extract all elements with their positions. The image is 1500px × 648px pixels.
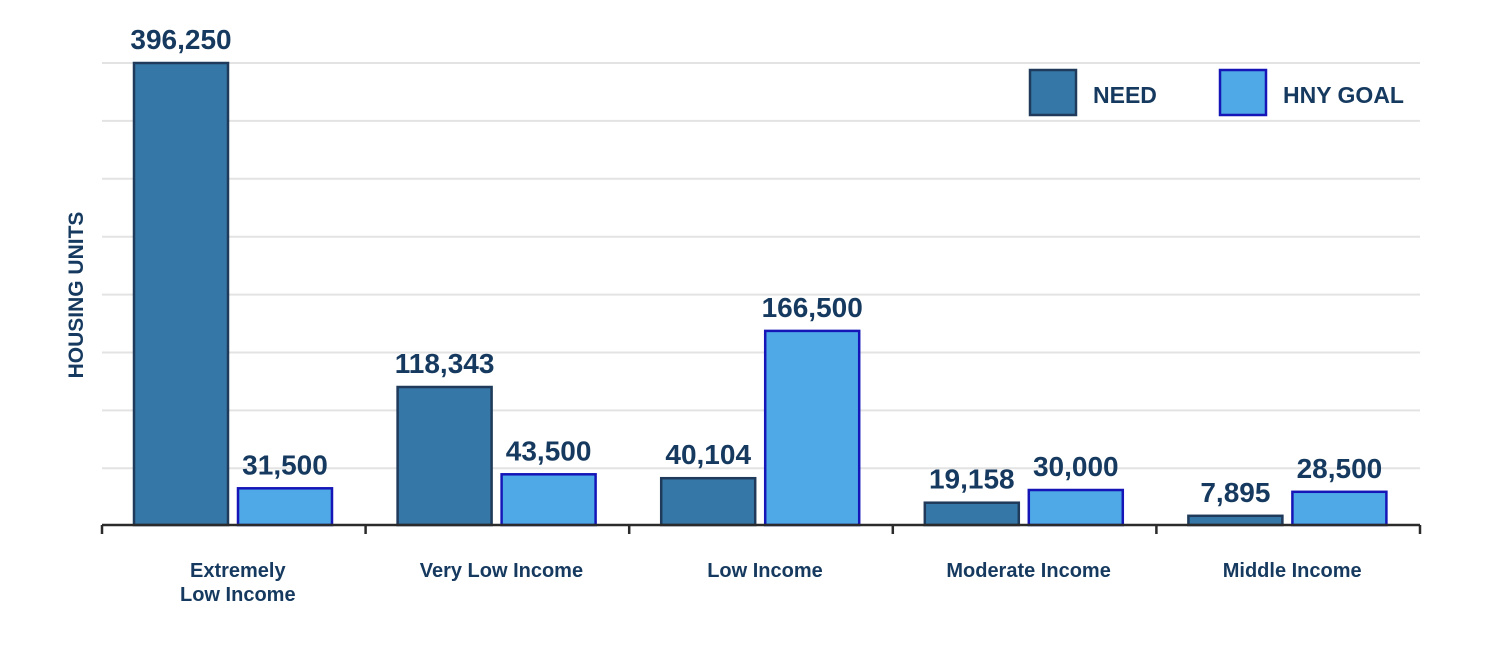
bar-hny-goal [1291, 490, 1388, 527]
bar-need [1187, 514, 1284, 527]
legend-label: NEED [1093, 82, 1157, 108]
value-label: 30,000 [1033, 451, 1119, 482]
legend-swatch [1218, 68, 1268, 117]
bar-hny-goal [500, 473, 597, 527]
bar-hny-goal [763, 329, 861, 527]
bar-need [659, 476, 757, 527]
bar-need [132, 61, 230, 527]
x-axis [100, 523, 1422, 534]
bar-need [396, 385, 493, 527]
legend-label: HNY GOAL [1283, 82, 1404, 108]
category-label-line: Low Income [180, 584, 296, 606]
category-label: Low Income [707, 560, 823, 582]
category-label: Middle Income [1223, 560, 1362, 582]
category-label: Moderate Income [946, 560, 1110, 582]
legend-swatch [1028, 68, 1078, 117]
value-label: 28,500 [1297, 453, 1383, 484]
value-label: 43,500 [506, 435, 592, 466]
y-axis-label: HOUSING UNITS [65, 212, 88, 379]
gridlines [102, 62, 1420, 470]
value-label: 19,158 [929, 464, 1015, 495]
value-labels: 396,250 31,500 118,343 43,500 40,104 166,500 1… [130, 24, 1382, 508]
category-label-line: Extremely [190, 560, 286, 582]
category-label-line: Low Income [707, 560, 823, 582]
value-label: 396,250 [130, 24, 231, 55]
category-label: Extremely Low Income [180, 560, 296, 606]
bar-hny-goal [1027, 488, 1125, 527]
category-label-line: Moderate Income [946, 560, 1110, 582]
bars [132, 61, 1388, 527]
category-label-line: Middle Income [1223, 560, 1362, 582]
bar-need [923, 501, 1021, 527]
value-label: 118,343 [395, 348, 495, 379]
category-label: Very Low Income [420, 560, 583, 582]
value-label: 7,895 [1200, 477, 1270, 508]
legend: NEED HNY GOAL [1028, 68, 1404, 117]
value-label: 166,500 [762, 292, 863, 323]
bar-hny-goal [236, 487, 334, 527]
value-label: 40,104 [665, 439, 751, 470]
value-label: 31,500 [242, 449, 328, 480]
category-label-line: Very Low Income [420, 560, 583, 582]
